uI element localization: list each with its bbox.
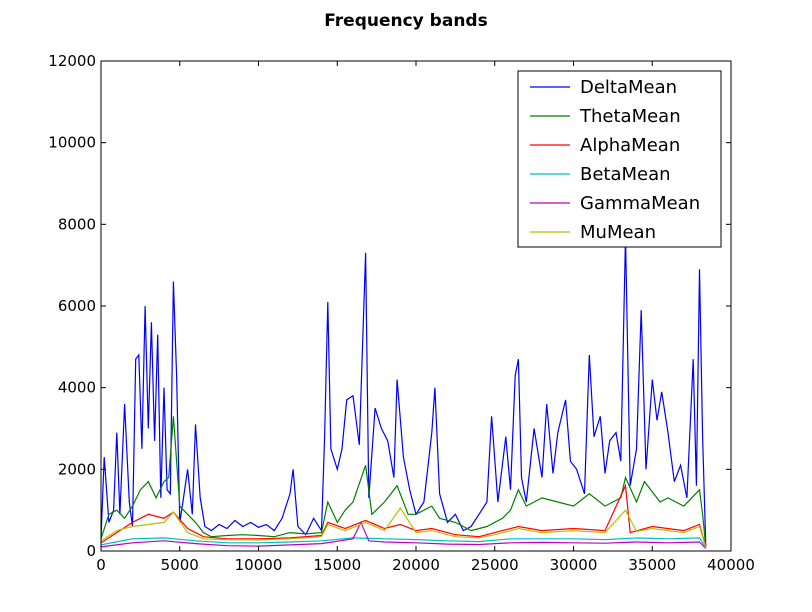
series-line-mumean (101, 507, 707, 548)
legend-label-deltamean: DeltaMean (580, 77, 677, 98)
y-tick-label: 4000 (58, 379, 96, 397)
y-tick-label: 6000 (58, 297, 96, 315)
y-tick-label: 0 (86, 542, 96, 560)
series-line-alphamean (101, 483, 707, 548)
series-line-gammamean (101, 520, 707, 549)
legend-label-alphamean: AlphaMean (580, 135, 680, 156)
x-tick-label: 5000 (161, 556, 199, 574)
x-tick-label: 15000 (313, 556, 361, 574)
x-axis: 0 5000 10000 15000 20000 25000 30000 35000 40000 (96, 61, 755, 574)
y-tick-label: 10000 (48, 134, 96, 152)
x-tick-label: 25000 (471, 556, 519, 574)
legend-label-mumean: MuMean (580, 222, 656, 243)
x-tick-label: 0 (96, 556, 106, 574)
y-tick-label: 2000 (58, 460, 96, 478)
series-line-thetamean (101, 416, 707, 547)
y-axis: 0 2000 4000 6000 8000 10000 12000 (48, 52, 731, 560)
legend-label-thetamean: ThetaMean (579, 106, 681, 127)
series-layer (101, 236, 707, 549)
y-tick-label: 12000 (48, 52, 96, 70)
x-tick-label: 30000 (550, 556, 598, 574)
legend: DeltaMean ThetaMean AlphaMean BetaMean Gamma… (517, 70, 722, 248)
legend-label-betamean: BetaMean (580, 164, 671, 185)
series-line-betamean (101, 537, 707, 549)
x-tick-label: 40000 (707, 556, 755, 574)
x-tick-label: 20000 (392, 556, 440, 574)
series-line-deltamean (101, 236, 707, 547)
x-tick-label: 35000 (628, 556, 676, 574)
chart-title: Frequency bands (324, 11, 487, 31)
x-tick-label: 10000 (235, 556, 283, 574)
y-tick-label: 8000 (58, 215, 96, 233)
legend-label-gammamean: GammaMean (580, 193, 700, 214)
legend-box (517, 70, 722, 248)
